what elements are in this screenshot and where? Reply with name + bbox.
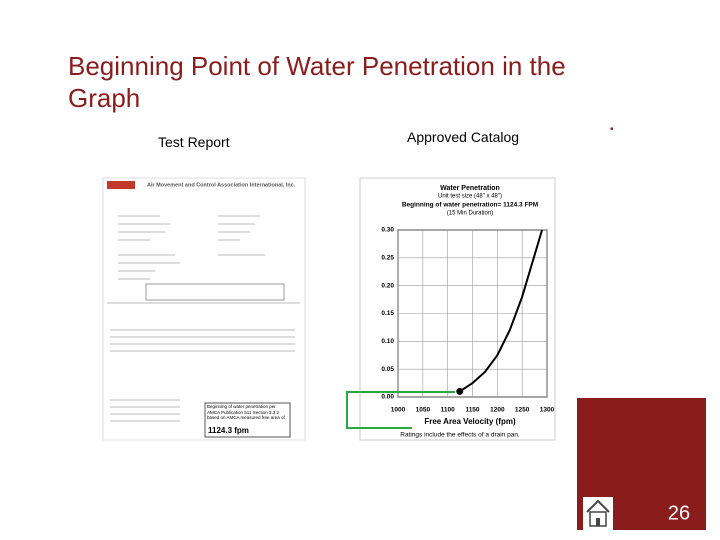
- test-report-image: [102, 177, 306, 441]
- x-tick-label: 1250: [515, 407, 530, 414]
- report-box: [204, 402, 291, 438]
- slide-title: Beginning Point of Water Penetration in …: [68, 51, 566, 113]
- x-tick-label: 1150: [465, 407, 479, 414]
- right-label: Approved Catalog: [407, 129, 520, 145]
- report-field: [145, 283, 285, 301]
- page-number: 26: [668, 502, 690, 524]
- report-logo: [107, 181, 135, 189]
- chart-subtitle: (15 Min Duration): [447, 211, 493, 217]
- x-tick-label: 1300: [540, 407, 555, 414]
- x-tick-label: 1200: [490, 407, 505, 414]
- y-tick-label: 0.05: [381, 366, 394, 373]
- report-box-value: 1124.3 fpm: [208, 426, 249, 435]
- y-tick-label: 0.15: [381, 310, 394, 317]
- y-tick-label: 0.10: [381, 338, 394, 345]
- x-tick-label: 1000: [391, 407, 406, 414]
- x-tick-label: 1050: [416, 407, 431, 414]
- bullet: •: [610, 124, 614, 135]
- report-box-text-wrap: Beginning of water penetration per AMCA …: [207, 404, 285, 420]
- left-label: Test Report: [158, 134, 230, 150]
- y-tick-label: 0.00: [381, 394, 394, 401]
- start-point: [456, 387, 464, 395]
- x-axis-label: Free Area Velocity (fpm): [424, 417, 516, 426]
- connector: [346, 391, 455, 429]
- y-tick-label: 0.25: [381, 255, 394, 262]
- y-tick-label: 0.30: [381, 227, 394, 234]
- chart-title: Water Penetration: [440, 185, 500, 192]
- report-box-text: Beginning of water penetration per AMCA …: [207, 404, 285, 420]
- catalog-image: [359, 177, 556, 441]
- report-lines: [107, 215, 300, 422]
- chart-subtitle: Beginning of water penetration= 1124.3 F…: [402, 202, 538, 209]
- report-org: Air Movement and Control Association Int…: [147, 182, 296, 188]
- chart-subtitle: Unit test size (48" x 48"): [438, 194, 502, 200]
- x-tick-label: 1100: [441, 407, 455, 414]
- y-tick-label: 0.20: [381, 282, 394, 289]
- chart-note: Ratings include the effects of a drain p…: [400, 432, 520, 439]
- curve: [459, 229, 543, 393]
- home-icon: [583, 497, 613, 530]
